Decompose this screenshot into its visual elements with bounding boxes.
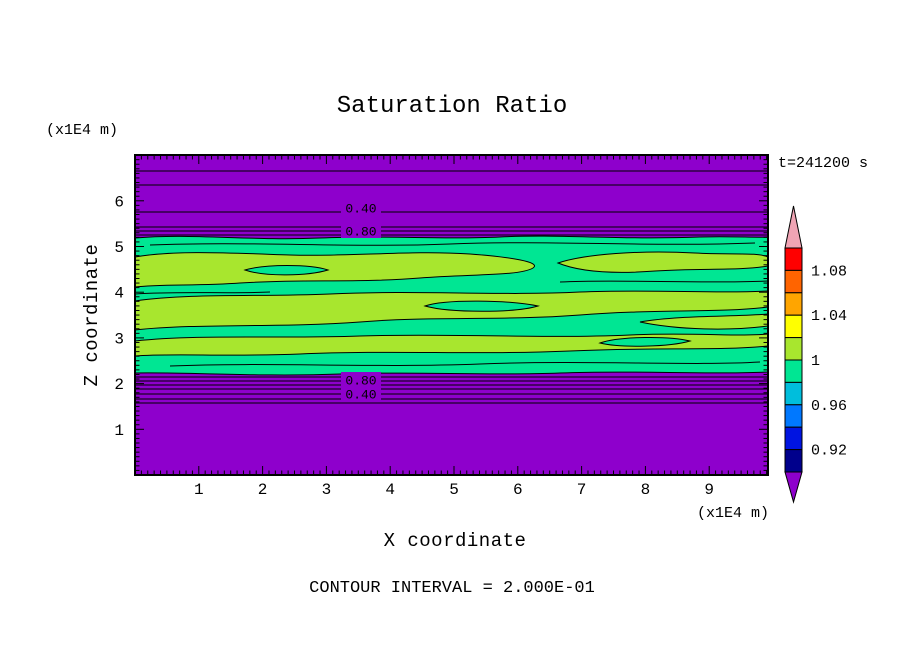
colorbar-tick-label: 1.04	[811, 308, 847, 325]
plot-area: 0.400.800.800.40	[134, 154, 769, 476]
y-tick-label: 3	[114, 330, 124, 348]
colorbar-under-range-arrow	[784, 471, 803, 504]
contour-line	[169, 361, 761, 367]
y-tick-label: 1	[114, 422, 124, 440]
colorbar-segment	[784, 381, 803, 406]
x-tick-label: 8	[641, 481, 651, 499]
contour-shape	[134, 252, 536, 288]
colorbar-tick-label: 1	[811, 353, 820, 370]
colorbar-tick-label: 0.92	[811, 443, 847, 460]
contour-label-bg	[341, 386, 381, 401]
colorbar-segment	[784, 337, 803, 361]
colorbar-tick-label: 0.96	[811, 398, 847, 415]
contour-shape	[243, 265, 330, 276]
contour-line	[149, 242, 756, 246]
y-axis-title: Z coordinate	[81, 244, 103, 387]
contour-value-label: 0.80	[345, 225, 376, 240]
contour-shape	[423, 300, 539, 312]
y-tick-label: 6	[114, 193, 124, 211]
colorbar-segment	[784, 449, 803, 473]
x-axis-title: X coordinate	[384, 530, 527, 552]
colorbar-segment	[784, 426, 803, 451]
y-axis-unit-label: (x1E4 m)	[46, 122, 118, 139]
x-tick-label: 3	[322, 481, 332, 499]
axis-tick-labels: 1 2 3 4 5 6 7 8 9 1 2 3 4 5 6	[114, 193, 714, 499]
time-stamp-label: t=241200 s	[778, 155, 868, 172]
colorbar-segment	[784, 269, 803, 294]
colorbar-over-range-arrow	[784, 205, 803, 249]
contour-line	[559, 280, 769, 283]
contour-interval-label: CONTOUR INTERVAL = 2.000E-01	[309, 579, 595, 598]
x-tick-label: 6	[513, 481, 523, 499]
y-tick-label: 4	[114, 285, 124, 303]
contour-line	[134, 291, 271, 295]
colorbar-segment	[784, 359, 803, 383]
contour-label-bg	[341, 200, 381, 215]
contour-value-label: 0.40	[345, 388, 376, 403]
colorbar-tick-label: 1.08	[811, 263, 847, 280]
colorbar-segment	[784, 292, 803, 316]
y-tick-label: 5	[114, 239, 124, 257]
x-tick-label: 7	[577, 481, 587, 499]
contour-value-label: 0.40	[345, 202, 376, 217]
x-axis-unit-label: (x1E4 m)	[697, 505, 769, 522]
x-tick-label: 5	[449, 481, 459, 499]
contour-label-bg	[341, 372, 381, 387]
chart-title: Saturation Ratio	[337, 93, 567, 120]
contour-shape	[598, 337, 692, 347]
colorbar: 1.08 1.04 1 0.96 0.92	[784, 205, 847, 504]
axis-ticks	[135, 155, 768, 475]
x-tick-label: 1	[194, 481, 204, 499]
colorbar-segment	[784, 314, 803, 339]
contour-value-label: 0.80	[345, 374, 376, 389]
colorbar-segment	[784, 247, 803, 271]
colorbar-segment	[784, 404, 803, 428]
contour-label-bg	[341, 223, 381, 238]
x-tick-label: 4	[385, 481, 395, 499]
x-tick-label: 9	[704, 481, 714, 499]
x-tick-label: 2	[258, 481, 268, 499]
y-tick-label: 2	[114, 376, 124, 394]
